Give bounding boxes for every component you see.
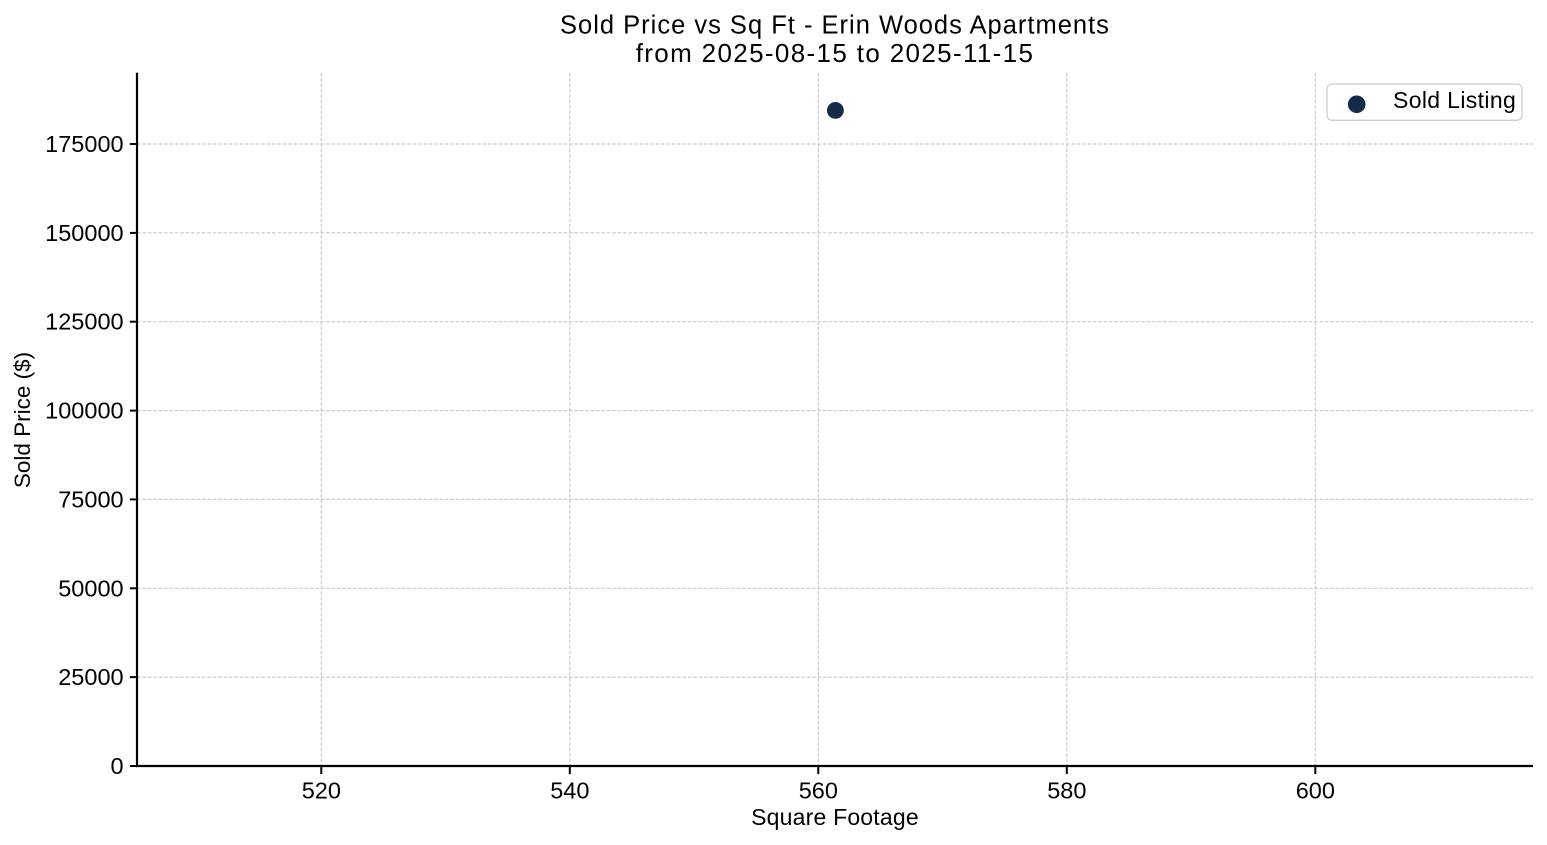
svg-text:520: 520 <box>302 777 341 803</box>
svg-text:Sold Listing: Sold Listing <box>1393 87 1516 113</box>
svg-text:50000: 50000 <box>58 575 123 601</box>
svg-text:100000: 100000 <box>45 398 123 424</box>
svg-text:600: 600 <box>1296 777 1335 803</box>
svg-text:540: 540 <box>550 777 589 803</box>
svg-text:from 2025-08-15 to 2025-11-15: from 2025-08-15 to 2025-11-15 <box>636 38 1035 68</box>
svg-text:Square Footage: Square Footage <box>751 804 919 830</box>
svg-text:560: 560 <box>799 777 838 803</box>
svg-text:150000: 150000 <box>45 220 123 246</box>
svg-text:175000: 175000 <box>45 131 123 157</box>
svg-text:125000: 125000 <box>45 309 123 335</box>
svg-text:580: 580 <box>1047 777 1086 803</box>
svg-text:Sold Price vs Sq Ft - Erin Woo: Sold Price vs Sq Ft - Erin Woods Apartme… <box>560 11 1110 39</box>
svg-text:Sold Price ($): Sold Price ($) <box>10 352 35 488</box>
svg-text:25000: 25000 <box>58 664 123 690</box>
svg-text:75000: 75000 <box>58 486 123 512</box>
svg-text:0: 0 <box>111 753 124 779</box>
